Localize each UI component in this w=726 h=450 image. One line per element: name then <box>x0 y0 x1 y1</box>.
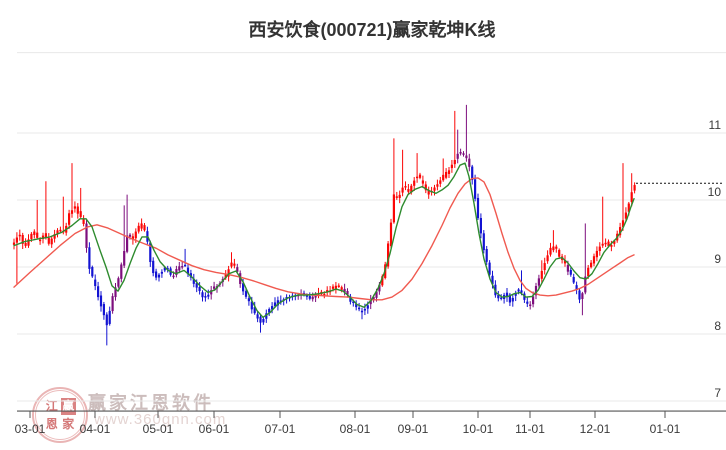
watermark-brand-text: 赢家江恩软件 <box>88 393 214 413</box>
x-axis-label: 12-01 <box>580 422 611 436</box>
watermark-url-text: www.360gnn.com <box>94 411 227 428</box>
y-axis-label: 10 <box>708 185 722 199</box>
axis-labels: 03-01 04-01 05-01 06-01 07-01 08-01 09-01 10-01… <box>15 118 722 436</box>
x-axis-label: 08-01 <box>340 422 371 436</box>
y-axis-label: 7 <box>714 386 721 400</box>
moving-average-lines <box>13 162 635 318</box>
x-axis-label: 10-01 <box>463 422 494 436</box>
x-axis-label: 11-01 <box>515 422 545 436</box>
axes <box>17 410 726 419</box>
y-axis-label: 9 <box>714 252 721 266</box>
x-axis-label: 07-01 <box>265 422 296 436</box>
y-axis-label: 11 <box>709 118 722 132</box>
chart-title: 西安饮食(000721)赢家乾坤K线 <box>248 19 495 40</box>
grid-lines <box>17 52 726 402</box>
x-axis-label: 09-01 <box>398 422 429 436</box>
winner-gann-seal-logo: 江 赢 恩 家 <box>32 387 88 443</box>
x-axis-label: 04-01 <box>80 422 111 436</box>
x-axis-label: 01-01 <box>650 422 681 436</box>
x-axis-label: 05-01 <box>143 422 174 436</box>
x-axis-label: 03-01 <box>15 422 46 436</box>
x-axis-label: 06-01 <box>199 422 230 436</box>
y-axis-label: 8 <box>714 319 721 333</box>
candles-layer <box>12 104 636 346</box>
